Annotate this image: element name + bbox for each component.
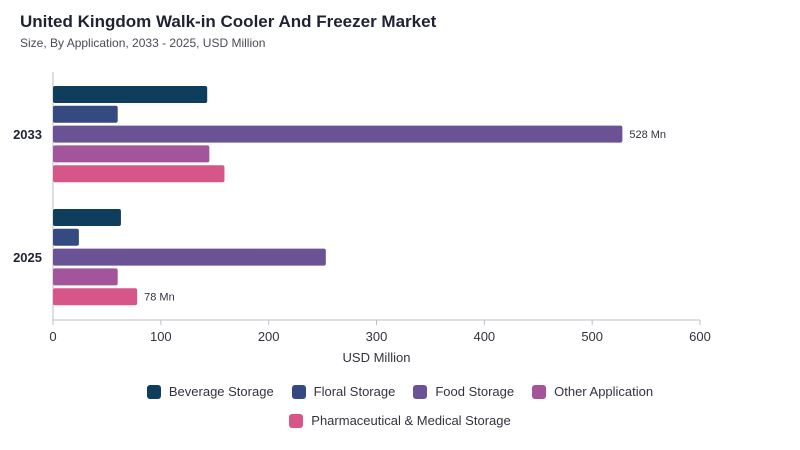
- legend-swatch: [289, 413, 304, 428]
- legend-item: Beverage Storage: [146, 384, 274, 399]
- chart-subtitle: Size, By Application, 2033 - 2025, USD M…: [20, 36, 266, 50]
- y-category-label: 2033: [13, 127, 42, 142]
- x-tick-label: 500: [581, 329, 603, 344]
- bar: [53, 209, 121, 226]
- legend-item: Pharmaceutical & Medical Storage: [289, 413, 511, 428]
- legend-item: Floral Storage: [291, 384, 396, 399]
- x-tick-label: 600: [689, 329, 711, 344]
- bar: [53, 228, 79, 246]
- bar: [53, 248, 326, 266]
- legend-label: Other Application: [554, 384, 654, 399]
- legend-row: Pharmaceutical & Medical Storage: [0, 413, 800, 428]
- legend-label: Beverage Storage: [168, 384, 274, 399]
- legend-swatch: [146, 384, 161, 399]
- bar-chart: 0 100 200 300 400 500 600 USD Million 528 Mn 2033…: [13, 72, 711, 365]
- x-tick-label: 400: [473, 329, 495, 344]
- legend-row: Beverage Storage Floral Storage Food Stora…: [0, 384, 800, 399]
- chart-legend: Beverage Storage Floral Storage Food Stora…: [0, 384, 800, 442]
- legend-label: Floral Storage: [313, 384, 396, 399]
- x-tick-label: 200: [258, 329, 280, 344]
- bar: [53, 268, 118, 286]
- bar: [53, 288, 138, 306]
- x-tick-label: 100: [150, 329, 172, 344]
- data-label: 78 Mn: [144, 292, 175, 304]
- x-tick-label: 0: [49, 329, 56, 344]
- bar: [53, 86, 208, 103]
- x-axis-label: USD Million: [343, 350, 411, 365]
- bar: [53, 145, 210, 163]
- x-tick-label: 300: [366, 329, 388, 344]
- bar: [53, 105, 118, 123]
- bar: [53, 125, 623, 143]
- legend-swatch: [291, 384, 306, 399]
- y-category-label: 2025: [13, 250, 42, 265]
- bar: [53, 165, 225, 183]
- legend-label: Food Storage: [435, 384, 515, 399]
- legend-item: Food Storage: [413, 384, 514, 399]
- legend-item: Other Application: [532, 384, 653, 399]
- chart-title: United Kingdom Walk-in Cooler And Freeze…: [20, 12, 437, 31]
- legend-swatch: [413, 384, 428, 399]
- legend-swatch: [532, 384, 547, 399]
- legend-label: Pharmaceutical & Medical Storage: [311, 413, 511, 428]
- data-label: 528 Mn: [629, 129, 666, 141]
